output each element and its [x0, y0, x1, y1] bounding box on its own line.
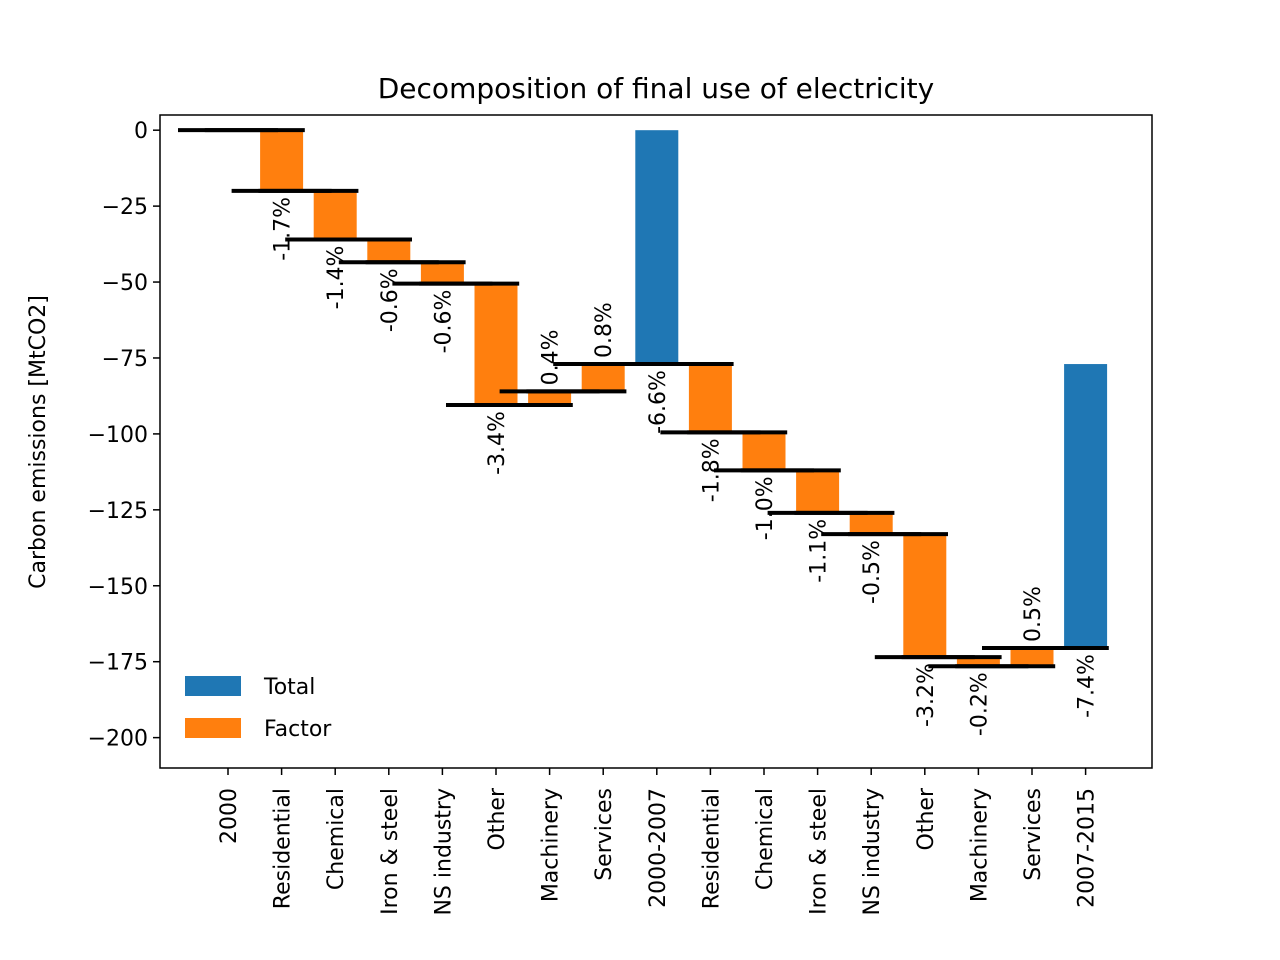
y-tick-label-1: −25	[102, 195, 148, 220]
bar-label-11: -1.1%	[807, 519, 832, 583]
bar-label-14: -0.2%	[967, 672, 992, 736]
x-axis: 2000 Residential Chemical Iron & steel NS in…	[217, 768, 1100, 916]
y-tick-label-0: 0	[134, 119, 148, 144]
x-tick-label-5: Other	[485, 787, 510, 850]
bar-label-2: -1.4%	[324, 246, 349, 310]
total-bar-8	[635, 130, 679, 365]
legend: Total Factor	[185, 675, 332, 742]
factor-bar-11	[796, 470, 840, 513]
bar-label-1: -1.7%	[271, 197, 296, 261]
y-tick-label-4: −100	[88, 423, 148, 448]
y-axis-label: Carbon emissions [MtCO2]	[26, 295, 51, 589]
y-tick-label-3: −75	[102, 347, 148, 372]
factor-bar-3	[367, 239, 411, 263]
factor-bar-15	[1010, 648, 1054, 667]
y-tick-label-5: −125	[88, 499, 148, 524]
x-tick-label-2: Chemical	[324, 788, 349, 890]
bar-label-3: -0.6%	[378, 268, 403, 332]
bar-label-9: -1.8%	[699, 438, 724, 502]
x-tick-label-6: Machinery	[539, 788, 564, 902]
factor-bar-14	[956, 657, 1000, 667]
factor-bar-2	[313, 190, 357, 240]
x-tick-label-10: Chemical	[753, 788, 778, 890]
x-tick-label-0: 2000	[217, 788, 242, 844]
factor-bar-9	[688, 364, 732, 433]
legend-label-total: Total	[263, 675, 315, 700]
bar-label-13: -3.2%	[914, 663, 939, 727]
legend-label-factor: Factor	[264, 717, 332, 742]
x-tick-label-8: 2000-2007	[646, 788, 671, 908]
plot-area: -1.7% -1.4% -0.6% -0.6% -3.4% 0.4% 0.8% -6.6% -1…	[178, 128, 1109, 736]
factor-bar-5	[474, 283, 518, 406]
factor-bar-4	[420, 262, 464, 284]
x-tick-label-16: 2007-2015	[1075, 788, 1100, 908]
y-axis: 0 −25 −50 −75 −100 −125 −150 −175 −200	[88, 119, 160, 752]
y-tick-label-8: −200	[88, 727, 148, 752]
factor-bar-10	[742, 432, 786, 471]
bar-label-15: 0.5%	[1021, 586, 1046, 642]
x-tick-label-11: Iron & steel	[807, 788, 832, 915]
x-tick-label-9: Residential	[699, 788, 724, 909]
x-tick-label-15: Services	[1021, 788, 1046, 881]
x-tick-label-12: NS industry	[860, 788, 885, 916]
x-tick-label-1: Residential	[271, 788, 296, 909]
x-tick-label-3: Iron & steel	[378, 788, 403, 915]
bar-label-16: -7.4%	[1075, 654, 1100, 718]
bar-label-7: 0.8%	[592, 302, 617, 358]
bar-label-10: -1.0%	[753, 476, 778, 540]
y-tick-label-7: −175	[88, 651, 148, 676]
x-tick-label-4: NS industry	[431, 788, 456, 916]
factor-bar-1	[260, 130, 304, 191]
factor-bar-13	[903, 534, 947, 658]
plot-frame	[159, 114, 1153, 769]
factor-bar-12	[849, 512, 893, 535]
factor-bar-7	[581, 364, 625, 392]
bar-label-4: -0.6%	[431, 290, 456, 354]
legend-swatch-total	[185, 676, 241, 696]
total-bar-16	[1064, 364, 1108, 649]
chart-title: Decomposition of final use of electricit…	[378, 72, 934, 105]
bar-label-6: 0.4%	[539, 329, 564, 385]
bar-label-5: -3.4%	[485, 411, 510, 475]
bar-label-8: -6.6%	[646, 370, 671, 434]
legend-swatch-factor	[185, 718, 241, 738]
bar-label-12: -0.5%	[860, 540, 885, 604]
x-tick-label-13: Other	[914, 787, 939, 850]
x-tick-label-14: Machinery	[967, 788, 992, 902]
y-tick-label-2: −50	[102, 271, 148, 296]
y-tick-label-6: −150	[88, 575, 148, 600]
factor-bar-6	[528, 391, 572, 406]
x-tick-label-7: Services	[592, 788, 617, 881]
